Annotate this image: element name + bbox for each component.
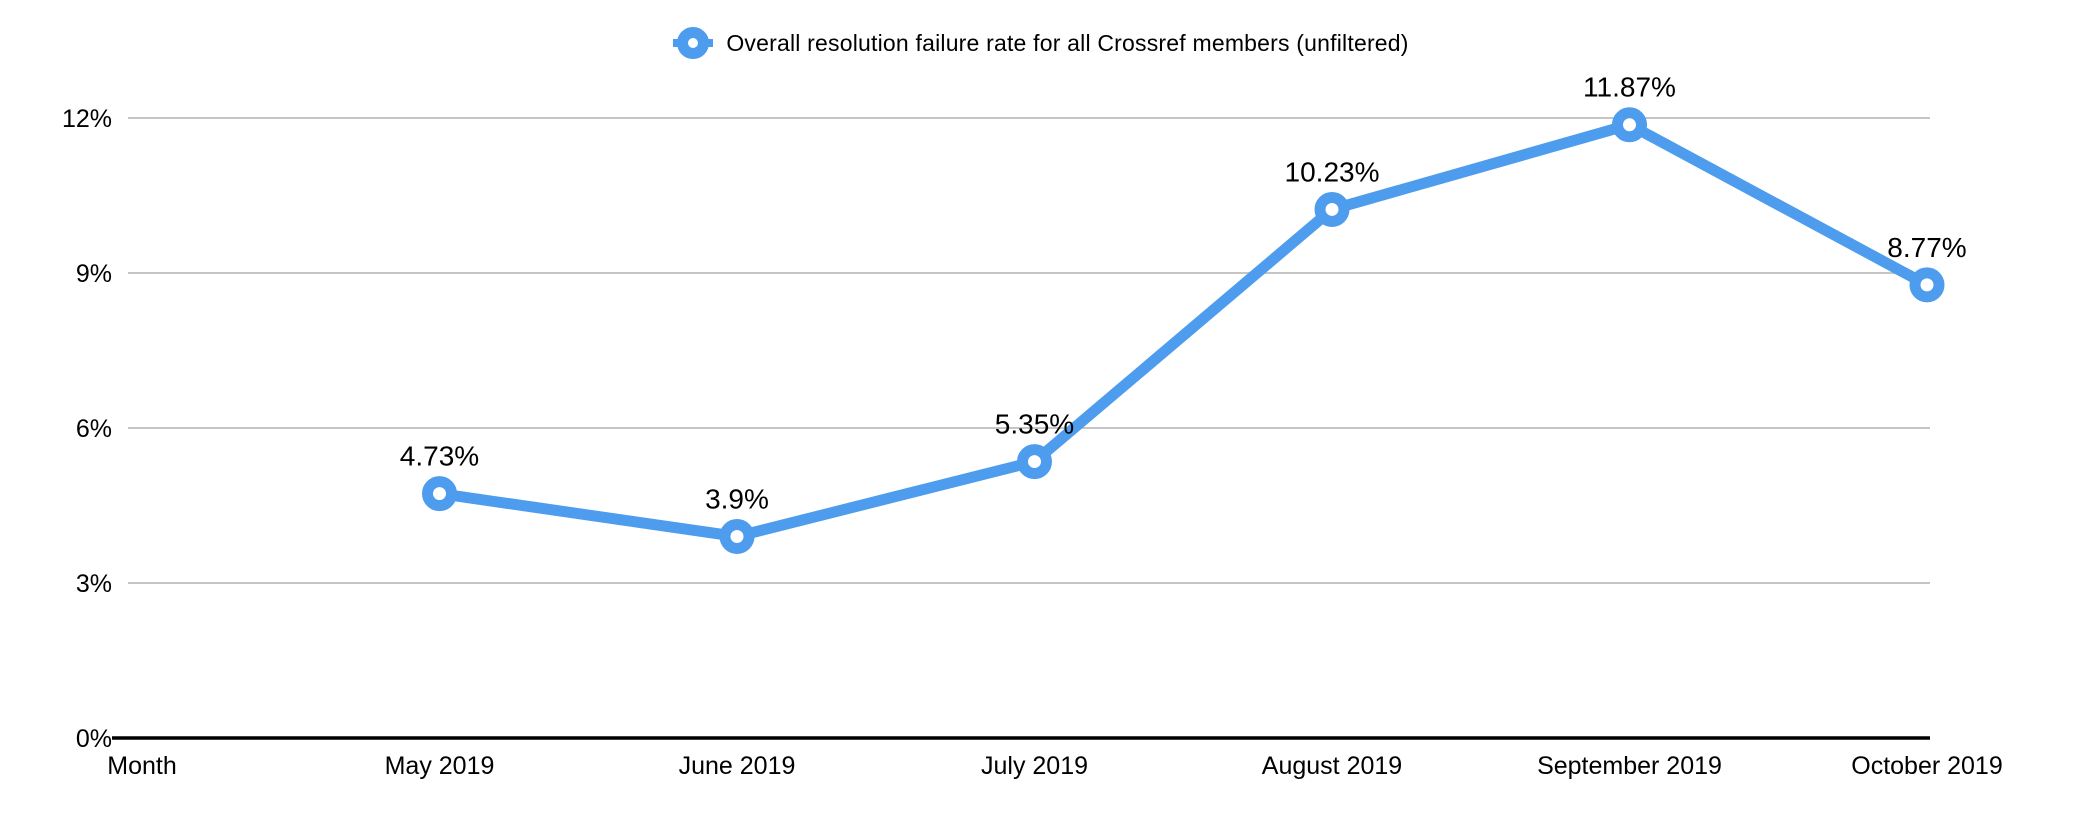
data-point-label: 5.35%: [995, 409, 1074, 440]
x-axis-label: May 2019: [385, 752, 495, 780]
y-axis-tick-label: 12%: [62, 105, 112, 133]
y-axis-tick-label: 9%: [76, 260, 112, 288]
data-point-marker: [1017, 444, 1052, 480]
y-axis-tick-label: 6%: [76, 415, 112, 443]
y-axis-tick-label: 0%: [76, 725, 112, 753]
data-point-label: 10.23%: [1285, 156, 1380, 187]
data-point-label: 8.77%: [1887, 232, 1966, 263]
data-point-marker: [1314, 191, 1350, 227]
data-point-label: 11.87%: [1583, 72, 1676, 103]
data-point-label: 4.73%: [400, 441, 479, 472]
series-line: [434, 119, 1933, 542]
legend-label: Overall resolution failure rate for all …: [726, 29, 1409, 56]
data-point-marker: [719, 519, 755, 554]
x-axis-label: October 2019: [1851, 752, 2003, 780]
x-axis-label: July 2019: [981, 752, 1088, 780]
y-axis-tick-label: 3%: [76, 570, 112, 598]
data-point-label: 3.9%: [705, 484, 769, 515]
chart-legend: Overall resolution failure rate for all …: [0, 26, 2082, 60]
data-point-marker: [1612, 107, 1647, 143]
x-axis-label: August 2019: [1262, 752, 1402, 780]
legend-line-marker-icon: [673, 27, 714, 59]
x-axis-label: June 2019: [679, 752, 796, 780]
x-axis-title: Month: [107, 752, 176, 780]
data-point-marker: [422, 476, 457, 512]
x-axis-label: September 2019: [1537, 752, 1722, 780]
data-point-marker: [1909, 267, 1945, 303]
